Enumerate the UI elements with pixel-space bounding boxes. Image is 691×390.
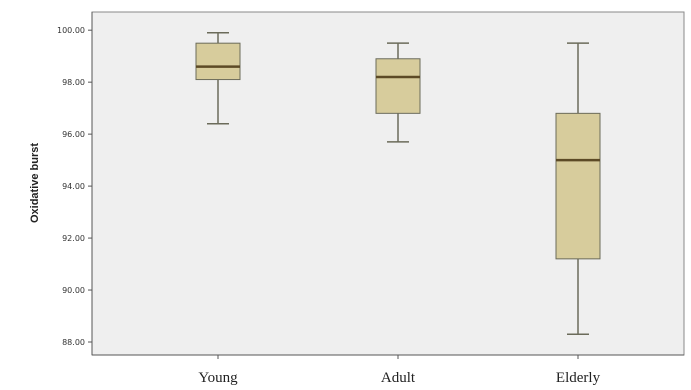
iqr-box	[555, 112, 601, 260]
x-axis-labels: Young Adult Elderly	[198, 355, 601, 386]
box-adult	[375, 42, 421, 143]
y-tick-label: 88.00	[62, 338, 85, 347]
box-elderly	[555, 42, 601, 335]
y-tick-label: 98.00	[62, 78, 85, 87]
y-tick-label: 96.00	[62, 130, 85, 139]
y-tick-label: 100.00	[57, 26, 85, 35]
box-young	[195, 32, 241, 125]
iqr-box	[195, 42, 241, 81]
y-tick-label: 92.00	[62, 234, 85, 243]
boxes	[195, 32, 601, 335]
x-category-label: Young	[198, 370, 238, 386]
y-axis-title: Oxidative burst	[29, 143, 41, 223]
x-category-label: Elderly	[556, 370, 601, 386]
x-category-label: Adult	[381, 370, 416, 386]
y-tick-label: 94.00	[62, 182, 85, 191]
y-ticks: 88.00 90.00 92.00 94.00 96.00 98.00 100.00	[57, 26, 92, 347]
y-tick-label: 90.00	[62, 286, 85, 295]
iqr-box	[375, 58, 421, 114]
